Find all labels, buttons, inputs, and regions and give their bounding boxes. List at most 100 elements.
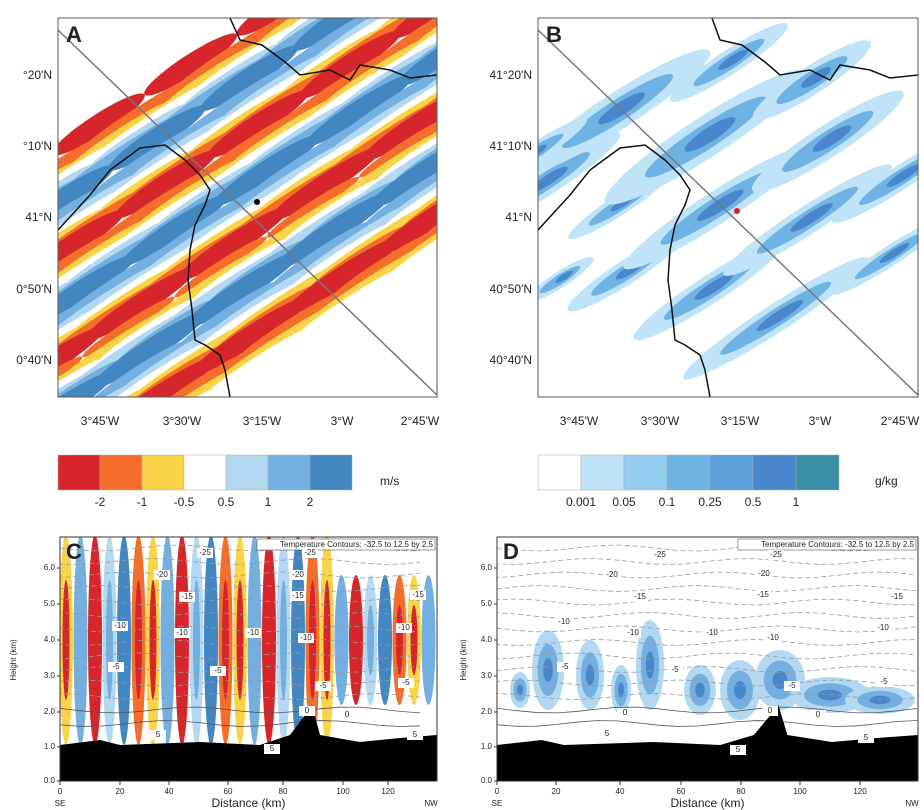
cloud-blob <box>543 658 553 682</box>
colorbar-box <box>225 454 269 491</box>
x-tick-label: 0 <box>58 787 63 796</box>
y-tick-label: 4.0 <box>481 635 493 644</box>
contour-label: -25 <box>199 548 211 557</box>
contour-label-box <box>604 570 620 580</box>
temperature-contour <box>60 625 421 633</box>
contour-label: -10 <box>767 633 779 642</box>
temperature-contour <box>497 652 918 660</box>
lon-label: 3°45'W <box>560 414 599 428</box>
temperature-contour <box>497 558 918 565</box>
cloud-blob <box>886 164 918 187</box>
wind-band <box>90 310 209 390</box>
wind-band <box>79 77 194 153</box>
w-band-core <box>236 580 244 700</box>
wind-band <box>182 251 301 330</box>
axis-end-label: SE <box>55 799 66 808</box>
w-band-core <box>77 580 84 700</box>
wind-band <box>240 188 355 263</box>
contour-label: 0 <box>623 708 628 717</box>
lat-label: 41°N <box>25 210 52 224</box>
temperature-contour <box>60 585 421 592</box>
wind-band <box>174 236 268 298</box>
contour-label: -10 <box>877 623 889 632</box>
wind-band <box>58 308 171 383</box>
wind-band <box>58 263 160 335</box>
contour-label-box <box>876 677 892 687</box>
wind-band <box>329 233 432 301</box>
contour-label-box <box>299 706 315 716</box>
wind-band <box>144 353 248 397</box>
wind-band <box>0 262 38 345</box>
contour-label: 5 <box>413 730 418 739</box>
contour-label-box <box>245 628 261 638</box>
lat-label: °20'N <box>23 68 52 82</box>
colorbar-unit: m/s <box>380 474 399 488</box>
cloud-blob <box>869 695 891 705</box>
panel-label: C <box>66 539 82 564</box>
temperature-contour <box>60 666 421 673</box>
cloud-blob <box>694 274 733 300</box>
axis-end-label: NW <box>905 799 919 808</box>
cloud-blob <box>598 92 645 125</box>
temperature-contour <box>497 571 918 579</box>
wind-band <box>100 299 195 361</box>
wind-band <box>272 221 371 286</box>
temperature-contour <box>497 544 918 552</box>
terrain <box>60 705 437 781</box>
plot-background <box>497 537 918 781</box>
wind-band <box>200 45 299 111</box>
wind-band <box>376 119 437 181</box>
w-band-core <box>91 580 99 700</box>
wind-band <box>448 52 547 122</box>
colorbar-box <box>57 454 101 491</box>
wind-band <box>58 218 149 287</box>
w-band-core <box>425 605 432 675</box>
wind-band <box>296 268 401 337</box>
cloud-field <box>538 23 918 380</box>
contour-label-box <box>652 550 668 560</box>
wind-band <box>0 264 16 338</box>
contour-label-box <box>298 633 314 643</box>
contour-label: 0 <box>816 710 821 719</box>
y-tick-label: 5.0 <box>44 599 56 608</box>
contour-label-box <box>315 681 331 691</box>
y-axis-title: Height (km) <box>459 639 468 681</box>
y-tick-label: 3.0 <box>44 671 56 680</box>
cloud-blob <box>756 299 804 332</box>
lon-label: 3°15'W <box>243 414 282 428</box>
w-band-core <box>62 580 70 700</box>
y-tick-label: 1.0 <box>44 742 56 751</box>
wind-band <box>391 18 437 39</box>
contour-label-box <box>667 665 683 675</box>
contour-label: -10 <box>176 628 188 637</box>
contour-label: -15 <box>292 591 304 600</box>
cloud-blob <box>618 682 624 698</box>
temperature-contour <box>60 612 421 619</box>
contour-label: 0 <box>768 706 773 715</box>
wind-band <box>58 356 83 397</box>
cloud-blob <box>718 49 748 70</box>
axis-end-label: NW <box>424 799 438 808</box>
temperature-contour <box>497 625 918 633</box>
colorbar-label: 0.1 <box>659 495 676 509</box>
cloud-blob <box>538 144 548 165</box>
contour-label: -5 <box>402 678 410 687</box>
y-tick-label: 0.0 <box>44 776 56 785</box>
y-tick-label: 5.0 <box>481 599 493 608</box>
cloud-blob <box>734 681 746 699</box>
contour-label-box <box>179 592 195 602</box>
contour-label-box <box>154 570 170 580</box>
contour-label: -15 <box>757 590 769 599</box>
contour-label: -10 <box>300 633 312 642</box>
wind-band <box>58 184 132 264</box>
y-tick-label: 3.0 <box>481 671 493 680</box>
y-axis-title: Height (km) <box>9 639 18 681</box>
panel-label: A <box>66 22 82 47</box>
temperature-contour <box>497 693 918 700</box>
wind-band <box>275 191 393 270</box>
contour-label-box <box>810 710 826 720</box>
colorbar-label: 0.5 <box>745 495 762 509</box>
colorbar-box <box>580 454 625 491</box>
w-band-core <box>410 605 418 675</box>
